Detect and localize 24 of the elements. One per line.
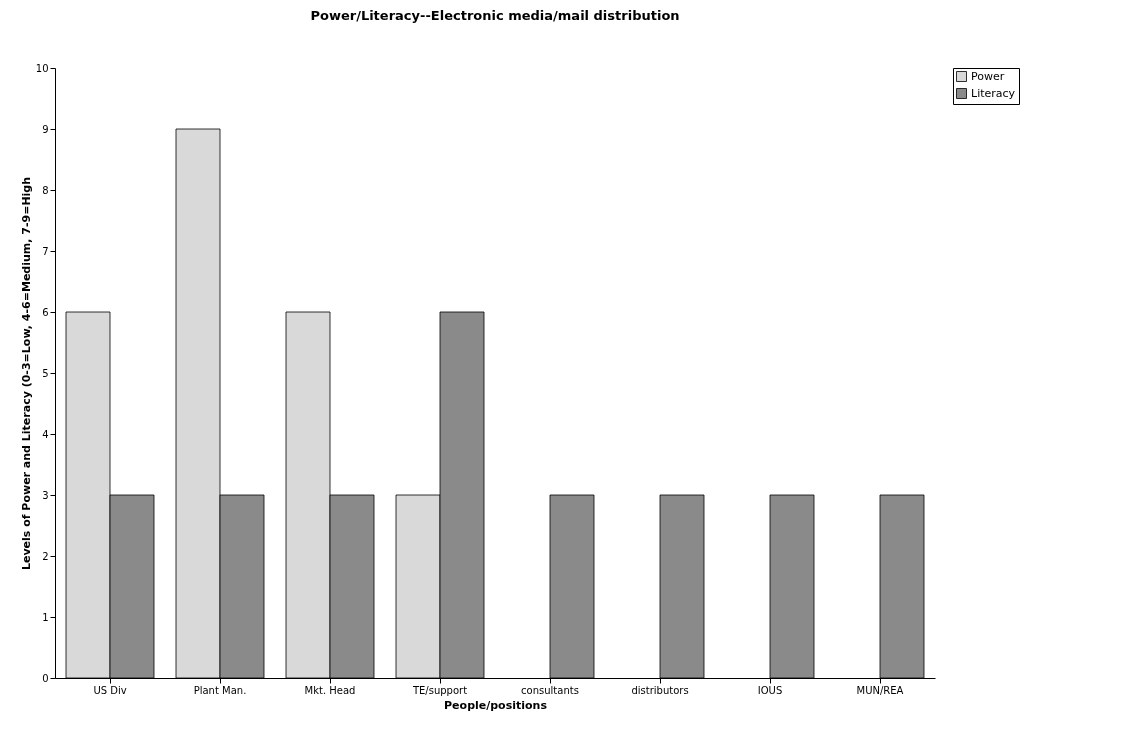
x-axis-title: People/positions — [444, 698, 548, 712]
x-tick-label: IOUS — [757, 684, 783, 696]
x-tick-label: distributors — [631, 684, 689, 696]
y-tick-label: 1 — [42, 611, 49, 623]
y-tick-label: 7 — [42, 245, 49, 257]
y-tick-label: 2 — [42, 550, 49, 562]
x-tick-label: Plant Man. — [193, 684, 247, 696]
x-tick-label: consultants — [521, 684, 579, 696]
chart-title: Power/Literacy--Electronic media/mail distribution — [310, 8, 680, 23]
y-tick-label: 0 — [42, 672, 49, 684]
y-tick-label: 9 — [42, 123, 49, 135]
x-tick-label: TE/support — [411, 684, 468, 696]
x-tick-label: US Div — [93, 684, 127, 696]
y-tick-label: 4 — [42, 428, 49, 440]
x-tick-label: Mkt. Head — [304, 684, 356, 696]
y-tick-label: 8 — [42, 184, 49, 196]
y-tick-label: 6 — [42, 306, 49, 318]
y-axis-title: Levels of Power and Literacy (0-3=Low, 4-6=Medium, 7-9=High — [19, 176, 33, 571]
legend-label: Power — [971, 69, 1005, 83]
y-tick-label: 3 — [42, 489, 49, 501]
legend-label: Literacy — [971, 86, 1016, 100]
x-tick-label: MUN/REA — [856, 684, 904, 696]
y-tick-label: 5 — [42, 367, 49, 379]
y-tick-label: 10 — [35, 62, 49, 74]
